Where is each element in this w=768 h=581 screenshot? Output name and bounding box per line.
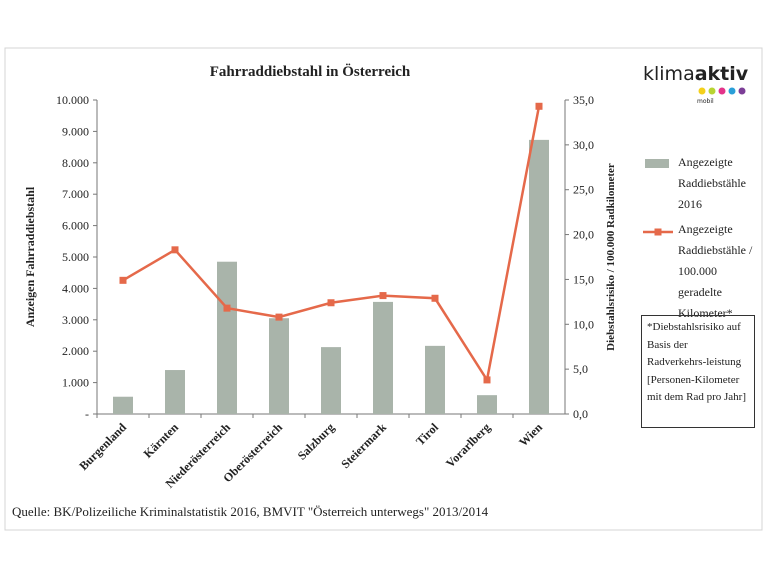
- legend-swatch: [645, 159, 669, 168]
- bar: [425, 345, 445, 414]
- legend-label: Angezeigte Raddiebstähle / 100.000 gerad…: [678, 222, 753, 320]
- x-tick-label: Salzburg: [295, 420, 337, 462]
- y-tick-label: 3.000: [62, 313, 89, 327]
- chart-frame: [4, 47, 763, 531]
- logo-part: aktiv: [695, 63, 749, 85]
- line-marker: [223, 304, 231, 312]
- bar: [269, 318, 289, 414]
- line-marker: [483, 376, 491, 384]
- y2-tick-label: 25,0: [573, 183, 594, 197]
- bar: [477, 395, 497, 414]
- y-tick-label: -: [85, 407, 89, 421]
- y2-tick-label: 10,0: [573, 317, 594, 331]
- line-marker: [431, 294, 439, 302]
- x-tick-label: Vorarlberg: [443, 420, 493, 470]
- y-tick-label: 10.000: [56, 93, 89, 107]
- chart-title: Fahrraddiebstahl in Österreich: [210, 63, 411, 80]
- y2-tick-label: 15,0: [573, 272, 594, 286]
- y-axis-label: Anzeigen Fahrraddiebstahl: [23, 186, 37, 327]
- y-tick-label: 1.000: [62, 376, 89, 390]
- y2-axis-label: Diebstahlsrisiko / 100.000 Radkilometer: [605, 163, 617, 351]
- line: [122, 106, 541, 384]
- logo-dot: [698, 87, 706, 95]
- x-tick-label: Kärnten: [141, 420, 182, 461]
- bar: [217, 261, 237, 414]
- x-tick-label: Wien: [516, 420, 545, 449]
- y2-tick-label: 5,0: [573, 362, 588, 376]
- y2-tick-label: 30,0: [573, 138, 594, 152]
- line-marker: [171, 246, 179, 254]
- y-tick-label: 4.000: [62, 281, 89, 295]
- legend-label: Angezeigte Raddiebstähle 2016: [678, 155, 746, 211]
- y-tick-label: 5.000: [62, 250, 89, 264]
- bar: [529, 139, 549, 415]
- logo-dot: [708, 87, 716, 95]
- y2-tick-label: 0,0: [573, 407, 588, 421]
- bar: [321, 347, 341, 414]
- y2-tick-label: 20,0: [573, 228, 594, 242]
- logo-dot: [738, 87, 746, 95]
- logo-dot: [728, 87, 736, 95]
- y-tick-label: 6.000: [62, 219, 89, 233]
- line-marker: [327, 299, 335, 307]
- x-tick-label: Steiermark: [338, 420, 389, 471]
- source: Quelle: BK/Polizeiliche Kriminalstatisti…: [12, 504, 489, 519]
- legend-swatch: [654, 228, 662, 236]
- bar: [373, 301, 393, 414]
- logo-dot: [718, 87, 726, 95]
- y-tick-label: 7.000: [62, 187, 89, 201]
- line-marker: [535, 102, 543, 110]
- x-tick-label: Burgenland: [76, 420, 129, 473]
- line-marker: [379, 292, 387, 300]
- note: *Diebstahlsrisiko auf Basis der Radverke…: [641, 315, 755, 428]
- y-tick-label: 2.000: [62, 344, 89, 358]
- y2-tick-label: 35,0: [573, 93, 594, 107]
- logo-sub: mobil: [697, 98, 714, 105]
- logo-part: klima: [643, 63, 695, 85]
- y-tick-label: 9.000: [62, 124, 89, 138]
- line-marker: [119, 276, 127, 284]
- bar: [113, 396, 133, 414]
- bar: [165, 370, 185, 414]
- line-marker: [275, 313, 283, 321]
- x-tick-label: Tirol: [413, 420, 441, 448]
- logo: klimaaktiv: [643, 63, 749, 85]
- y-tick-label: 8.000: [62, 156, 89, 170]
